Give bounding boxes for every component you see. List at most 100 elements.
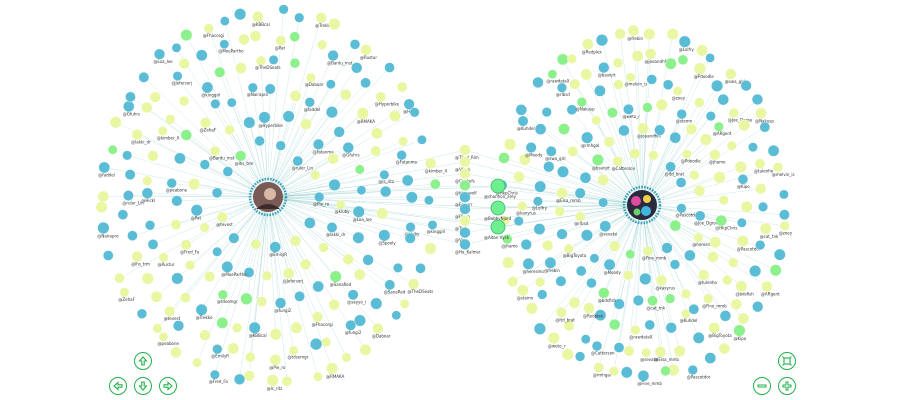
graph-node[interactable]	[389, 110, 401, 122]
graph-node[interactable]	[214, 66, 226, 78]
graph-node[interactable]	[513, 216, 524, 227]
graph-node[interactable]	[575, 211, 586, 222]
graph-node[interactable]	[238, 33, 250, 46]
graph-node[interactable]	[664, 57, 677, 70]
graph-node[interactable]	[603, 258, 616, 271]
graph-node[interactable]	[125, 91, 136, 103]
graph-node[interactable]	[561, 348, 574, 361]
graph-node[interactable]	[637, 122, 649, 135]
graph-node[interactable]	[740, 200, 753, 213]
graph-node[interactable]	[305, 72, 316, 83]
graph-node[interactable]	[680, 288, 691, 299]
graph-node[interactable]	[609, 318, 621, 331]
graph-node[interactable]	[517, 115, 529, 127]
graph-node[interactable]	[715, 214, 727, 227]
graph-node[interactable]	[341, 352, 352, 363]
graph-node[interactable]	[692, 331, 705, 344]
graph-node[interactable]	[165, 114, 176, 125]
graph-node[interactable]	[554, 206, 565, 217]
graph-node[interactable]	[404, 232, 416, 244]
graph-node[interactable]	[623, 103, 634, 115]
graph-node[interactable]	[518, 153, 531, 166]
graph-node[interactable]	[360, 77, 371, 89]
graph-node[interactable]	[648, 150, 659, 161]
graph-node[interactable]	[114, 272, 125, 284]
graph-node[interactable]	[680, 308, 691, 319]
graph-node[interactable]	[353, 268, 366, 281]
graph-node[interactable]	[234, 8, 247, 21]
graph-node[interactable]	[98, 161, 111, 174]
graph-node[interactable]	[312, 311, 324, 323]
graph-node[interactable]	[754, 158, 766, 169]
graph-node[interactable]	[314, 191, 325, 203]
graph-node[interactable]	[555, 306, 567, 318]
graph-node[interactable]	[498, 152, 510, 164]
graph-node[interactable]	[654, 124, 666, 136]
graph-node[interactable]	[713, 121, 724, 132]
graph-node[interactable]	[359, 343, 372, 356]
graph-node[interactable]	[646, 74, 658, 85]
graph-node[interactable]	[767, 144, 780, 157]
graph-node[interactable]	[755, 183, 767, 195]
graph-node[interactable]	[312, 138, 325, 150]
graph-node[interactable]	[97, 221, 110, 234]
graph-node[interactable]	[192, 357, 202, 368]
graph-node[interactable]	[304, 217, 316, 229]
graph-node[interactable]	[391, 310, 402, 321]
pan-up-button[interactable]	[134, 352, 152, 370]
graph-node[interactable]	[164, 305, 176, 317]
graph-node[interactable]	[136, 308, 148, 319]
graph-node[interactable]	[689, 170, 700, 181]
graph-node[interactable]	[703, 293, 714, 304]
graph-node[interactable]	[195, 303, 208, 316]
graph-node[interactable]	[632, 295, 644, 306]
graph-node[interactable]	[396, 150, 407, 161]
graph-node[interactable]	[655, 274, 668, 286]
graph-node[interactable]	[676, 109, 687, 120]
graph-node[interactable]	[424, 242, 437, 255]
graph-node[interactable]	[688, 303, 700, 315]
graph-node[interactable]	[644, 48, 657, 60]
graph-node[interactable]	[568, 296, 581, 309]
graph-node[interactable]	[704, 352, 717, 364]
graph-node[interactable]	[392, 262, 403, 273]
graph-node[interactable]	[718, 342, 730, 355]
graph-node[interactable]	[719, 310, 732, 322]
graph-node[interactable]	[199, 159, 210, 170]
graph-node[interactable]	[534, 123, 547, 135]
graph-node[interactable]	[403, 98, 415, 110]
graph-node[interactable]	[370, 297, 383, 310]
graph-node[interactable]	[574, 351, 586, 362]
graph-node[interactable]	[278, 4, 289, 15]
graph-node[interactable]	[123, 100, 135, 113]
graph-node[interactable]	[300, 118, 312, 130]
graph-node[interactable]	[255, 55, 266, 66]
graph-node[interactable]	[758, 201, 769, 212]
graph-node[interactable]	[138, 71, 150, 83]
graph-node[interactable]	[515, 104, 528, 116]
graph-node[interactable]	[655, 98, 668, 111]
graph-node[interactable]	[249, 30, 262, 42]
graph-node[interactable]	[240, 292, 253, 305]
graph-node[interactable]	[212, 246, 223, 257]
graph-node[interactable]	[574, 187, 586, 199]
graph-node[interactable]	[370, 145, 382, 157]
graph-node[interactable]	[243, 116, 256, 129]
graph-node[interactable]	[209, 369, 220, 380]
graph-node[interactable]	[294, 291, 305, 302]
graph-node[interactable]	[737, 312, 750, 325]
graph-node[interactable]	[736, 217, 747, 228]
graph-node[interactable]	[171, 42, 182, 53]
graph-node[interactable]	[623, 345, 635, 357]
graph-node[interactable]	[711, 79, 724, 92]
graph-node[interactable]	[769, 264, 782, 277]
graph-node[interactable]	[199, 222, 210, 233]
graph-node[interactable]	[581, 131, 594, 144]
graph-node[interactable]	[705, 53, 715, 63]
pan-left-button[interactable]	[109, 377, 127, 395]
graph-node[interactable]	[425, 157, 437, 170]
graph-node[interactable]	[256, 296, 268, 307]
graph-node[interactable]	[247, 82, 258, 93]
graph-node[interactable]	[773, 248, 786, 261]
graph-node[interactable]	[709, 149, 721, 161]
